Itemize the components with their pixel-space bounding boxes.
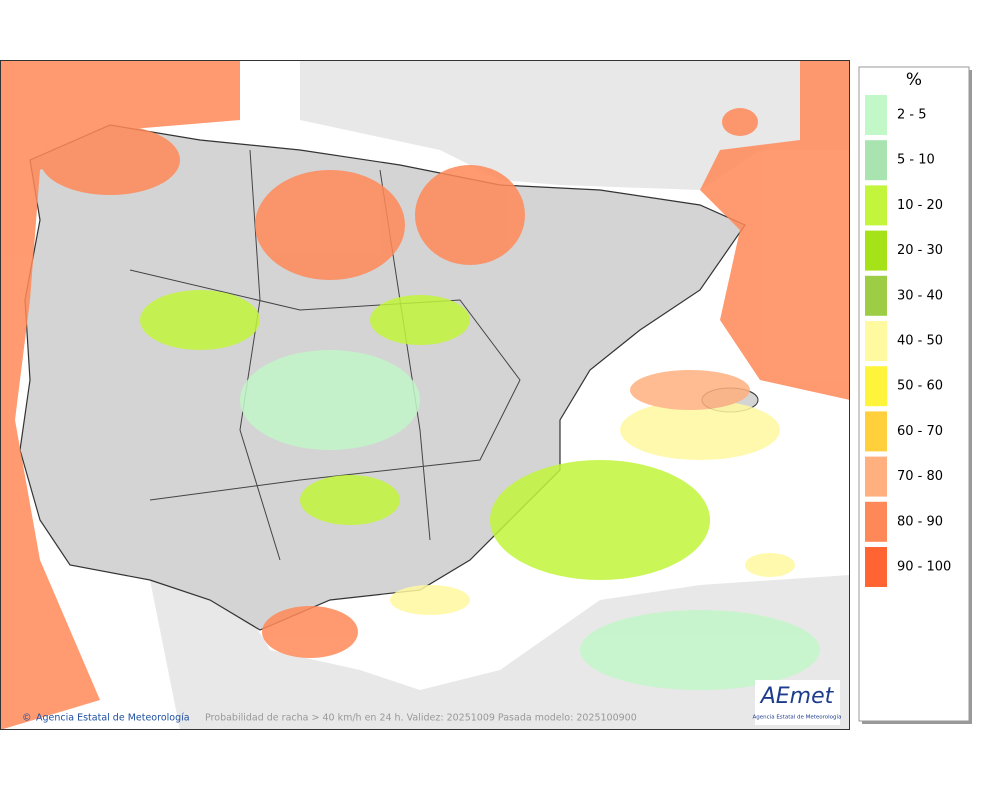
- legend-swatch: [865, 95, 887, 135]
- legend-label: 30 - 40: [897, 288, 943, 303]
- map: © Agencia Estatal de Meteorología Probab…: [0, 60, 850, 730]
- legend-swatch: [865, 185, 887, 226]
- legend-label: 40 - 50: [897, 334, 943, 349]
- credit: Agencia Estatal de Meteorología: [36, 713, 190, 724]
- probability-field: [0, 60, 850, 730]
- legend-swatch: [865, 230, 887, 271]
- logo: AEmet: [759, 684, 835, 709]
- logo-subtitle: Agencia Estatal de Meteorología: [753, 714, 842, 721]
- caption: Probabilidad de racha > 40 km/h en 24 h.…: [205, 713, 637, 724]
- legend-swatch: [865, 547, 887, 587]
- legend-label: 10 - 20: [897, 198, 943, 213]
- legend-swatch: [865, 501, 887, 542]
- legend-title: %: [906, 70, 922, 90]
- legend-label: 5 - 10: [897, 153, 935, 168]
- map-frame: [0, 60, 850, 730]
- logo-box: [755, 680, 840, 725]
- legend-label: 2 - 5: [897, 108, 927, 123]
- legend-label: 70 - 80: [897, 469, 943, 484]
- legend-swatch: [865, 411, 887, 452]
- legend-label: 90 - 100: [897, 560, 951, 575]
- legend-swatch: [865, 456, 887, 497]
- legend-label: 50 - 60: [897, 379, 943, 394]
- legend: % 2 - 5 5 - 10 10 - 20 20 - 30 30 - 40 40 - 5…: [858, 66, 972, 724]
- legend-label: 20 - 30: [897, 243, 943, 258]
- legend-swatch: [865, 366, 887, 407]
- legend-label: 80 - 90: [897, 514, 943, 529]
- legend-swatch: [865, 140, 887, 181]
- legend-swatch: [865, 275, 887, 316]
- france: [300, 60, 850, 190]
- legend-label: 60 - 70: [897, 424, 943, 439]
- legend-swatch: [865, 321, 887, 361]
- credit-symbol: ©: [22, 713, 32, 724]
